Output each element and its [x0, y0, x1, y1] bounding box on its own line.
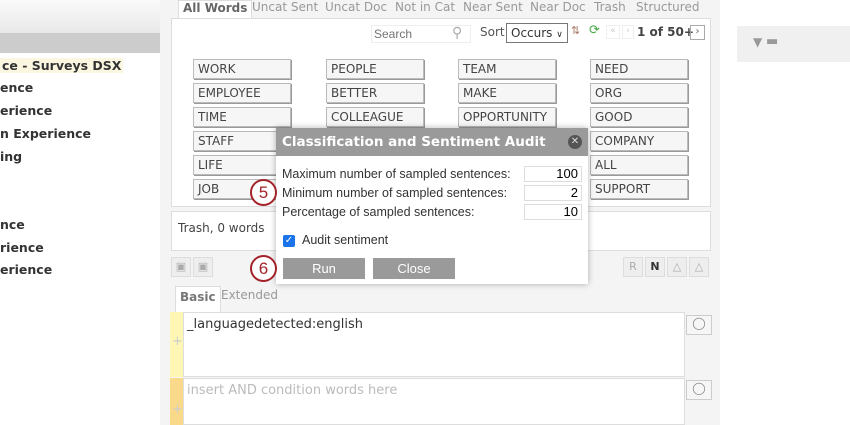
sidebar-item[interactable]: erience — [0, 103, 53, 118]
plus-icon[interactable]: + — [172, 334, 183, 349]
sidebar-item[interactable]: ing — [0, 149, 23, 164]
search-icon[interactable]: ⚲ — [452, 25, 463, 41]
word-button[interactable]: BETTER — [326, 83, 424, 103]
sidebar-item[interactable]: n Experience — [0, 126, 91, 141]
sidebar-item[interactable]: rience — [0, 240, 44, 255]
folder-open-icon[interactable]: ▬ — [766, 34, 779, 49]
trash-label: Trash, 0 words — [178, 221, 265, 235]
word-button[interactable]: COMPANY — [590, 131, 688, 151]
filter-icon[interactable]: ▼ — [753, 35, 763, 49]
min-sentences-input[interactable]: 2 — [524, 185, 582, 201]
sidebar: ce - Surveys DSX ence erience n Experien… — [0, 0, 160, 425]
step-marker-5: 5 — [250, 179, 277, 206]
save-as-icon[interactable]: ▣ — [193, 257, 213, 277]
tab-extended[interactable]: Extended — [221, 288, 278, 302]
close-icon[interactable]: ✕ — [568, 135, 582, 149]
lightbulb-icon[interactable]: ◯ — [686, 380, 712, 400]
add-triangle-icon[interactable]: △ — [667, 257, 687, 277]
tab-basic[interactable]: Basic — [175, 286, 221, 312]
tab-trash[interactable]: Trash — [594, 0, 626, 14]
query-textarea[interactable]: _languagedetected:english — [183, 312, 685, 377]
lightbulb-icon[interactable]: ◯ — [686, 315, 712, 335]
sort-az-icon[interactable]: ⇅ — [571, 24, 581, 37]
run-button[interactable]: Run — [283, 258, 365, 279]
and-strip: + — [170, 378, 183, 425]
plus-icon[interactable]: + — [172, 402, 183, 417]
sort-select[interactable]: Occurs ∨ — [506, 23, 568, 43]
save-icon[interactable]: ▣ — [171, 257, 191, 277]
next-page-icon[interactable]: › — [690, 25, 705, 40]
search-input[interactable] — [371, 25, 471, 43]
max-sentences-input[interactable]: 100 — [524, 166, 582, 182]
min-sentences-label: Minimum number of sampled sentences: — [282, 186, 508, 200]
sidebar-item[interactable]: ence — [0, 80, 34, 95]
sidebar-header — [0, 0, 160, 33]
word-button[interactable]: MAKE — [458, 83, 556, 103]
dialog-title: Classification and Sentiment Audit — [276, 128, 588, 156]
word-button[interactable]: COLLEAGUE — [326, 107, 424, 127]
word-button[interactable]: TIME — [193, 107, 291, 127]
sidebar-selected-row[interactable] — [0, 33, 160, 53]
right-panel: ▼ ▬ — [737, 26, 850, 62]
percentage-label: Percentage of sampled sentences: — [282, 205, 475, 219]
sidebar-item[interactable]: erience — [0, 262, 53, 277]
audit-sentiment-label: Audit sentiment — [302, 233, 389, 247]
tab-uncat-sent[interactable]: Uncat Sent — [252, 0, 319, 14]
step-marker-6: 6 — [250, 255, 277, 282]
prev-page-icon[interactable]: ‹ — [622, 25, 634, 39]
close-button[interactable]: Close — [373, 258, 455, 279]
audit-sentiment-checkbox[interactable]: ✓ — [283, 235, 295, 247]
sort-label: Sort — [480, 25, 505, 39]
first-page-icon[interactable]: « — [606, 25, 620, 39]
tab-not-in-cat[interactable]: Not in Cat — [395, 0, 456, 14]
chevron-down-icon: ∨ — [556, 30, 563, 40]
word-button[interactable]: OPPORTUNITY — [458, 107, 556, 127]
sidebar-item[interactable]: ce - Surveys DSX — [0, 58, 124, 73]
page-indicator: 1 of 50+ — [637, 25, 694, 39]
max-sentences-label: Maximum number of sampled sentences: — [282, 167, 511, 181]
r-icon[interactable]: R — [623, 257, 643, 277]
word-button[interactable]: PEOPLE — [326, 59, 424, 79]
word-button[interactable]: SUPPORT — [590, 179, 688, 199]
tab-near-sent[interactable]: Near Sent — [463, 0, 523, 14]
word-button[interactable]: LIFE — [193, 155, 291, 175]
refresh-icon[interactable]: ⟳ — [589, 23, 600, 38]
tab-uncat-doc[interactable]: Uncat Doc — [325, 0, 388, 14]
and-condition-input[interactable]: insert AND condition words here — [183, 378, 685, 425]
word-button[interactable]: TEAM — [458, 59, 556, 79]
n-icon[interactable]: N — [645, 257, 665, 277]
sort-value: Occurs — [511, 26, 553, 40]
query-strip: + — [170, 312, 183, 377]
remove-triangle-icon[interactable]: △ — [689, 257, 709, 277]
audit-dialog: Classification and Sentiment Audit ✕ Max… — [276, 128, 588, 284]
word-button[interactable]: ALL — [590, 155, 688, 175]
tab-all-words[interactable]: All Words — [178, 0, 253, 19]
word-button[interactable]: NEED — [590, 59, 688, 79]
sidebar-item[interactable]: nce — [0, 217, 25, 232]
tab-structured[interactable]: Structured — [636, 0, 700, 14]
word-button[interactable]: GOOD — [590, 107, 688, 127]
percentage-input[interactable]: 10 — [524, 204, 582, 220]
word-button[interactable]: WORK — [193, 59, 291, 79]
word-button[interactable]: EMPLOYEE — [193, 83, 291, 103]
tab-near-doc[interactable]: Near Doc — [530, 0, 586, 14]
word-button[interactable]: ORG — [590, 83, 688, 103]
